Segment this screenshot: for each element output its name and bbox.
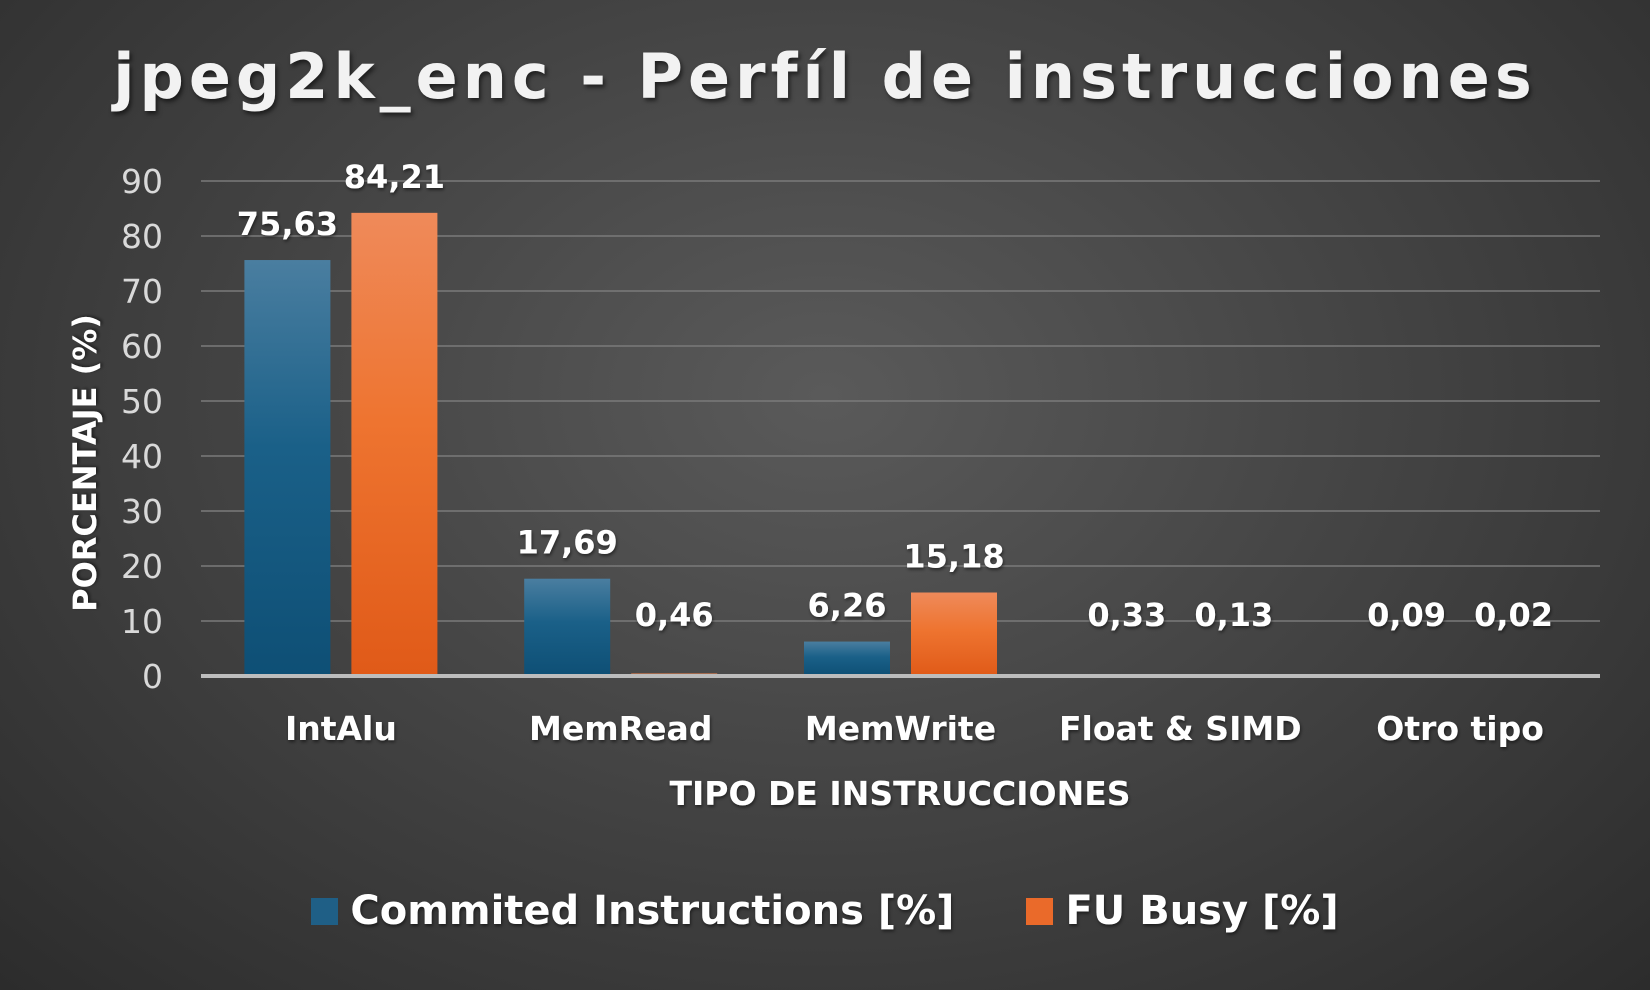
x-tick-label: IntAlu [285, 709, 397, 748]
legend: Commited Instructions [%] FU Busy [%] [0, 888, 1650, 934]
data-label: 0,33 [1087, 596, 1166, 634]
y-tick-label: 10 [121, 602, 163, 641]
x-tick-label: MemWrite [805, 709, 996, 748]
bar-fu-busy [911, 592, 997, 676]
y-tick-label: 80 [121, 217, 163, 256]
data-label: 0,02 [1474, 596, 1553, 634]
legend-item-fu-busy: FU Busy [%] [1026, 888, 1339, 934]
data-label: 84,21 [344, 158, 445, 196]
x-tick-label: MemRead [529, 709, 712, 748]
legend-item-committed: Commited Instructions [%] [311, 888, 954, 934]
data-label: 75,63 [237, 205, 338, 243]
legend-swatch-committed [311, 897, 339, 925]
y-tick-label: 0 [142, 657, 163, 696]
y-tick-label: 70 [121, 272, 163, 311]
y-tick-label: 30 [121, 492, 163, 531]
bar-committed [524, 578, 611, 676]
y-tick-label: 40 [121, 437, 163, 476]
legend-label-committed: Commited Instructions [%] [350, 888, 955, 934]
y-tick-label: 50 [121, 382, 163, 421]
x-axis-title: TIPO DE INSTRUCCIONES [669, 774, 1130, 813]
legend-label-fu-busy: FU Busy [%] [1065, 888, 1339, 934]
y-tick-label: 20 [121, 547, 163, 586]
data-label: 0,09 [1367, 596, 1446, 634]
y-axis-title: PORCENTAJE (%) [66, 314, 104, 612]
data-label: 15,18 [903, 538, 1004, 576]
bar-fu-busy [351, 212, 438, 676]
bar-committed [244, 260, 331, 676]
x-tick-label: Otro tipo [1376, 709, 1544, 748]
data-label: 0,46 [635, 596, 714, 634]
y-tick-label: 60 [121, 327, 163, 366]
data-label: 17,69 [517, 524, 618, 562]
x-tick-label: Float & SIMD [1059, 709, 1302, 748]
data-label: 0,13 [1194, 596, 1273, 634]
chart-title: jpeg2k_enc - Perfíl de instrucciones [113, 40, 1537, 113]
data-label: 6,26 [808, 587, 887, 625]
legend-swatch-fu-busy [1026, 897, 1054, 925]
y-tick-label: 90 [121, 162, 163, 201]
bar-committed [804, 641, 890, 676]
